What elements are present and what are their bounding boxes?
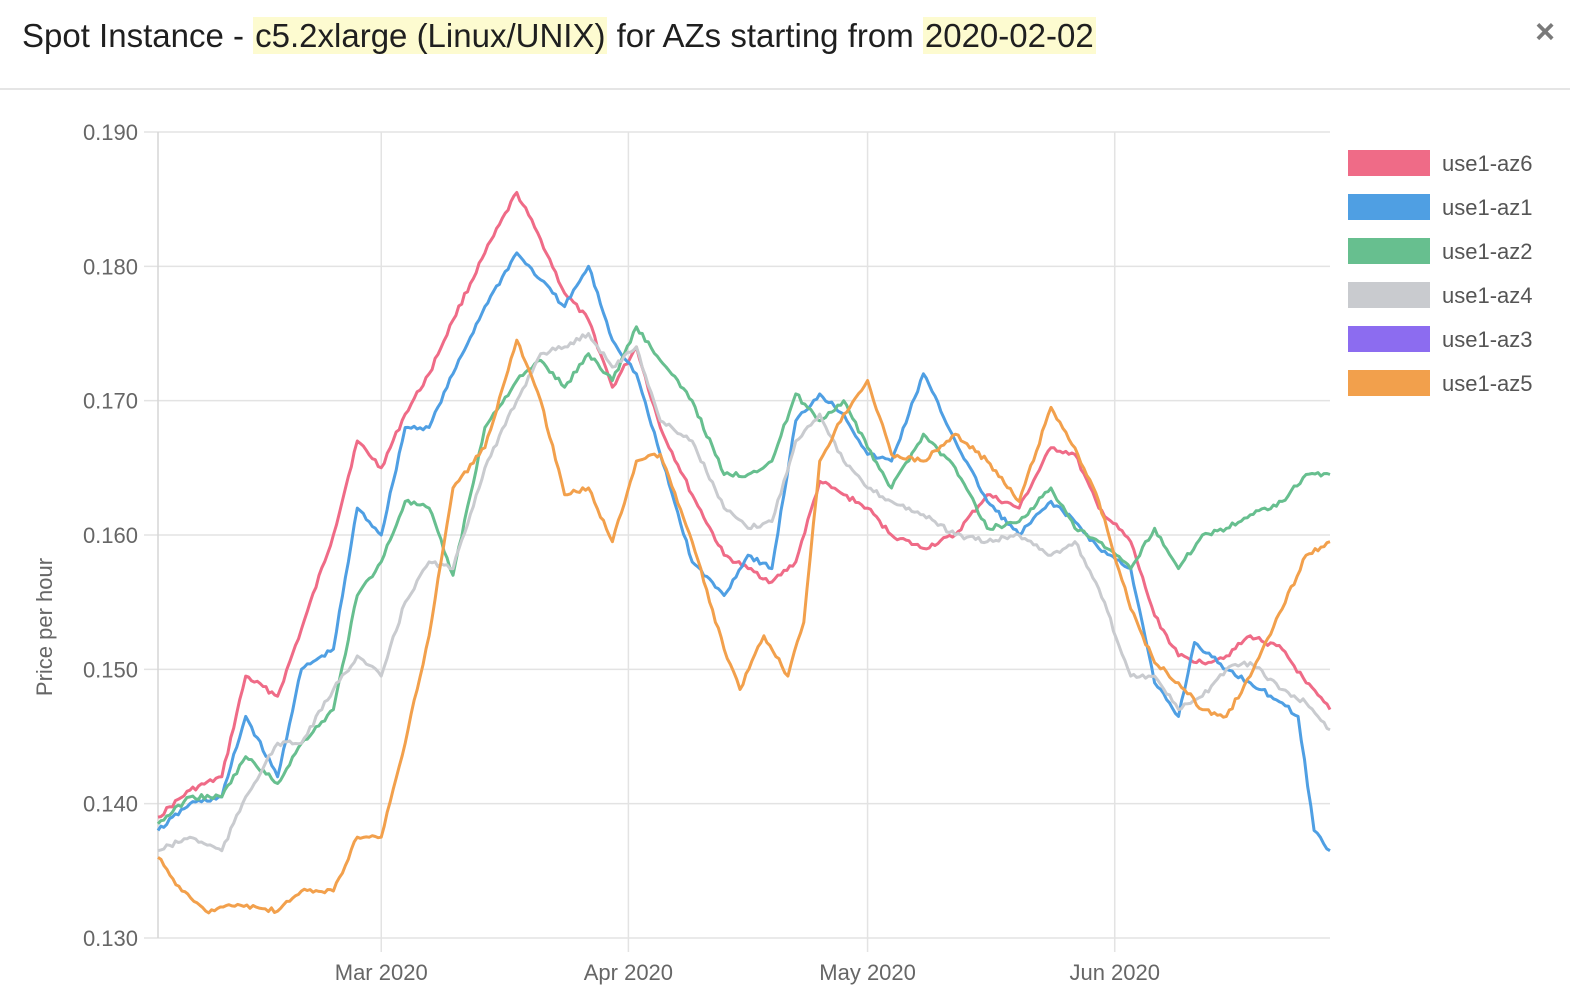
y-tick-label: 0.180 <box>83 254 138 279</box>
dialog-header: Spot Instance - c5.2xlarge (Linux/UNIX) … <box>0 0 1570 90</box>
title-middle: for AZs starting from <box>607 17 923 54</box>
y-axis-ticks: 0.130 0.140 0.150 0.160 0.170 0.180 0.190 <box>83 120 138 951</box>
legend-label-use1-az4[interactable]: use1-az4 <box>1442 283 1533 308</box>
price-chart: 0.130 0.140 0.150 0.160 0.170 0.180 0.190 Mar … <box>32 120 1533 985</box>
y-axis-label: Price per hour <box>32 558 57 696</box>
legend-label-use1-az3[interactable]: use1-az3 <box>1442 327 1533 352</box>
page-title: Spot Instance - c5.2xlarge (Linux/UNIX) … <box>22 14 1096 58</box>
legend-swatch-use1-az5[interactable] <box>1348 370 1430 396</box>
x-axis-ticks: Mar 2020 Apr 2020 May 2020 Jun 2020 <box>335 960 1160 985</box>
chart-grid <box>144 131 1330 952</box>
x-tick-label: May 2020 <box>819 960 916 985</box>
title-prefix: Spot Instance - <box>22 17 254 54</box>
legend-label-use1-az1[interactable]: use1-az1 <box>1442 195 1533 220</box>
series-line-use1-az2 <box>156 325 1331 825</box>
series-line-use1-az4 <box>157 332 1331 853</box>
y-tick-label: 0.170 <box>83 389 138 414</box>
legend-swatch-use1-az2[interactable] <box>1348 238 1430 264</box>
x-tick-label: Jun 2020 <box>1069 960 1160 985</box>
chart-legend: use1-az6 use1-az1 use1-az2 use1-az4 use1-az3… <box>1348 150 1533 396</box>
series-line-use1-az6 <box>157 191 1332 819</box>
series-lines <box>156 191 1332 915</box>
y-tick-label: 0.140 <box>83 792 138 817</box>
series-line-use1-az1 <box>156 251 1331 852</box>
legend-label-use1-az5[interactable]: use1-az5 <box>1442 371 1533 396</box>
y-tick-label: 0.150 <box>83 657 138 682</box>
legend-label-use1-az2[interactable]: use1-az2 <box>1442 239 1533 264</box>
start-date-highlight: 2020-02-02 <box>922 17 1096 54</box>
legend-label-use1-az6[interactable]: use1-az6 <box>1442 151 1533 176</box>
y-tick-label: 0.130 <box>83 926 138 951</box>
x-tick-label: Mar 2020 <box>335 960 428 985</box>
legend-swatch-use1-az1[interactable] <box>1348 194 1430 220</box>
legend-swatch-use1-az6[interactable] <box>1348 150 1430 176</box>
series-line-use1-az5 <box>157 338 1331 915</box>
close-icon[interactable]: × <box>1535 13 1555 51</box>
legend-swatch-use1-az3[interactable] <box>1348 326 1430 352</box>
y-tick-label: 0.190 <box>83 120 138 145</box>
legend-swatch-use1-az4[interactable] <box>1348 282 1430 308</box>
instance-type-highlight: c5.2xlarge (Linux/UNIX) <box>253 17 608 54</box>
y-tick-label: 0.160 <box>83 523 138 548</box>
x-tick-label: Apr 2020 <box>584 960 673 985</box>
